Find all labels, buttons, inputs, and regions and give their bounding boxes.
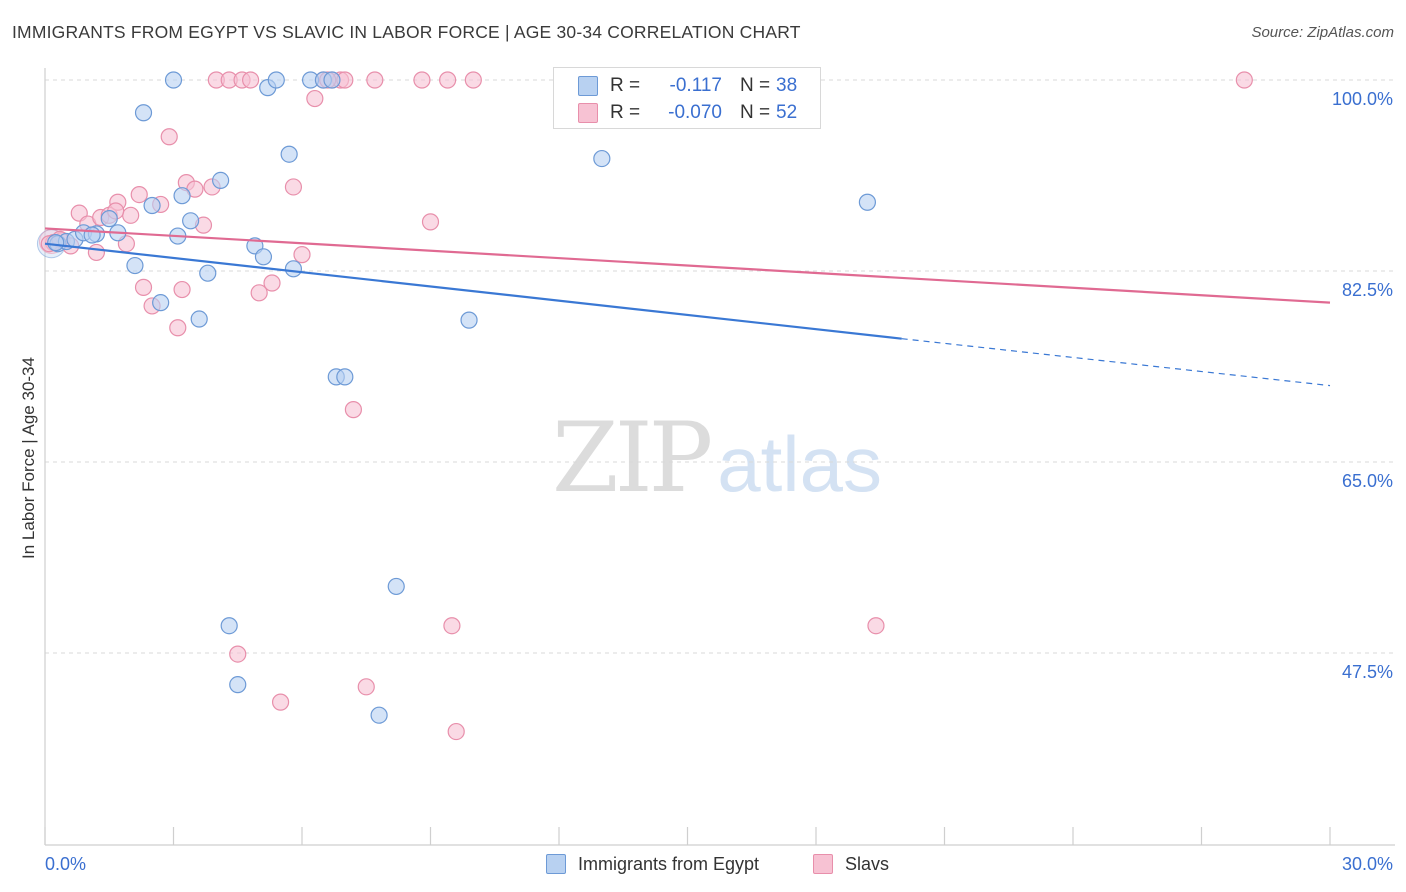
- slavs-point: [160, 128, 178, 146]
- slavs-point: [271, 693, 290, 711]
- legend-r-label: R =: [610, 102, 641, 123]
- slavs-point: [306, 89, 324, 108]
- egypt-point: [152, 294, 170, 312]
- bottom-legend-label-egypt: Immigrants from Egypt: [578, 853, 760, 874]
- slavs-point: [366, 71, 384, 89]
- legend-swatch-slavs: [578, 103, 598, 123]
- slavs-point: [344, 401, 362, 419]
- slavs-point: [134, 278, 153, 296]
- tick-text-layer: 47.5% 65.0% 82.5% 100.0% 0.0% 30.0%: [45, 89, 1393, 874]
- egypt-point: [460, 311, 478, 329]
- egypt-point: [100, 210, 118, 228]
- egypt-point: [336, 368, 354, 386]
- egypt-point: [323, 71, 341, 89]
- egypt-point: [199, 264, 217, 282]
- egypt-point: [134, 104, 153, 122]
- slavs-point: [87, 243, 106, 262]
- slavs-point: [1235, 71, 1253, 89]
- watermark-atlas: atlas: [717, 420, 882, 508]
- slavs-point: [421, 213, 440, 231]
- egypt-point: [254, 248, 273, 266]
- trend-line-egypt: [44, 242, 902, 340]
- y-tick-label: 100.0%: [1332, 89, 1393, 109]
- legend-row-egypt: R = -0.117 N = 38: [578, 73, 797, 99]
- slavs-point: [867, 617, 885, 635]
- slavs-point: [464, 71, 482, 89]
- slavs-point: [250, 284, 268, 302]
- slavs-point: [443, 617, 461, 635]
- slavs-point: [293, 246, 311, 264]
- egypt-point: [387, 577, 405, 596]
- legend-n-value-egypt: 38: [776, 75, 798, 96]
- y-axis-label: In Labor Force | Age 30-34: [19, 357, 38, 559]
- bottom-legend-label-slavs: Slavs: [845, 853, 890, 874]
- egypt-point: [284, 260, 303, 278]
- egypt-point: [190, 310, 208, 328]
- egypt-point: [83, 226, 101, 244]
- legend-n-label: N =: [740, 75, 771, 96]
- legend-n-value-slavs: 52: [776, 102, 798, 123]
- egypt-point: [267, 71, 285, 89]
- y-tick-label: 65.0%: [1342, 471, 1393, 491]
- source-credit: Source: ZipAtlas.com: [1251, 24, 1394, 41]
- grid-layer: [45, 79, 1395, 654]
- slavs-point: [229, 645, 247, 663]
- slavs-point: [242, 71, 260, 89]
- legend-r-value-egypt: -0.117: [669, 75, 722, 96]
- bottom-legend-slavs[interactable]: Slavs: [813, 851, 889, 877]
- legend-r-label: R =: [610, 75, 641, 96]
- axis-layer: [44, 68, 1395, 846]
- legend-n-label: N =: [740, 102, 771, 123]
- slavs-point: [447, 722, 465, 741]
- x-tick-label: 30.0%: [1342, 854, 1393, 874]
- bottom-legend-egypt[interactable]: Immigrants from Egypt: [546, 851, 759, 877]
- slavs-point: [173, 280, 191, 299]
- slavs-point: [263, 274, 281, 292]
- chart-title: IMMIGRANTS FROM EGYPT VS SLAVIC IN LABOR…: [12, 22, 801, 42]
- egypt-point: [229, 676, 247, 694]
- egypt-point: [143, 196, 161, 215]
- slavs-point: [413, 71, 431, 89]
- bottom-legend-swatch-egypt: [546, 854, 566, 874]
- legend-row-slavs: R = -0.070 N = 52: [578, 100, 797, 126]
- y-tick-label: 47.5%: [1342, 662, 1393, 682]
- slavs-point: [357, 678, 375, 696]
- egypt-point: [593, 149, 611, 168]
- x-tick-label: 0.0%: [45, 854, 86, 874]
- bottom-legend-swatch-slavs: [813, 854, 833, 874]
- watermark-zip: ZIP: [552, 402, 713, 514]
- slavs-point: [169, 319, 187, 337]
- egypt-point: [858, 193, 877, 211]
- egypt-point: [126, 256, 144, 275]
- watermark: ZIP atlas: [552, 402, 882, 514]
- egypt-point: [220, 617, 238, 635]
- egypt-point: [212, 171, 230, 190]
- egypt-point: [370, 706, 388, 724]
- egypt-point: [47, 234, 65, 252]
- y-tick-label: 82.5%: [1342, 280, 1393, 300]
- correlation-legend: R = -0.117 N = 38 R = -0.070 N = 52: [553, 67, 821, 129]
- legend-swatch-egypt: [578, 76, 598, 96]
- trend-line-slavs: [44, 227, 1331, 304]
- egypt-point: [173, 187, 191, 205]
- slavs-point: [284, 178, 303, 196]
- slavs-point: [439, 71, 457, 89]
- point-layer: [36, 71, 1253, 741]
- trend-layer: [44, 227, 1331, 387]
- legend-r-value-slavs: -0.070: [668, 102, 722, 123]
- slavs-point: [122, 206, 140, 224]
- slavs-point: [130, 186, 148, 204]
- egypt-point: [280, 145, 298, 163]
- egypt-point: [164, 71, 183, 89]
- trend-line-egypt-extension: [901, 338, 1331, 387]
- egypt-point: [182, 212, 200, 230]
